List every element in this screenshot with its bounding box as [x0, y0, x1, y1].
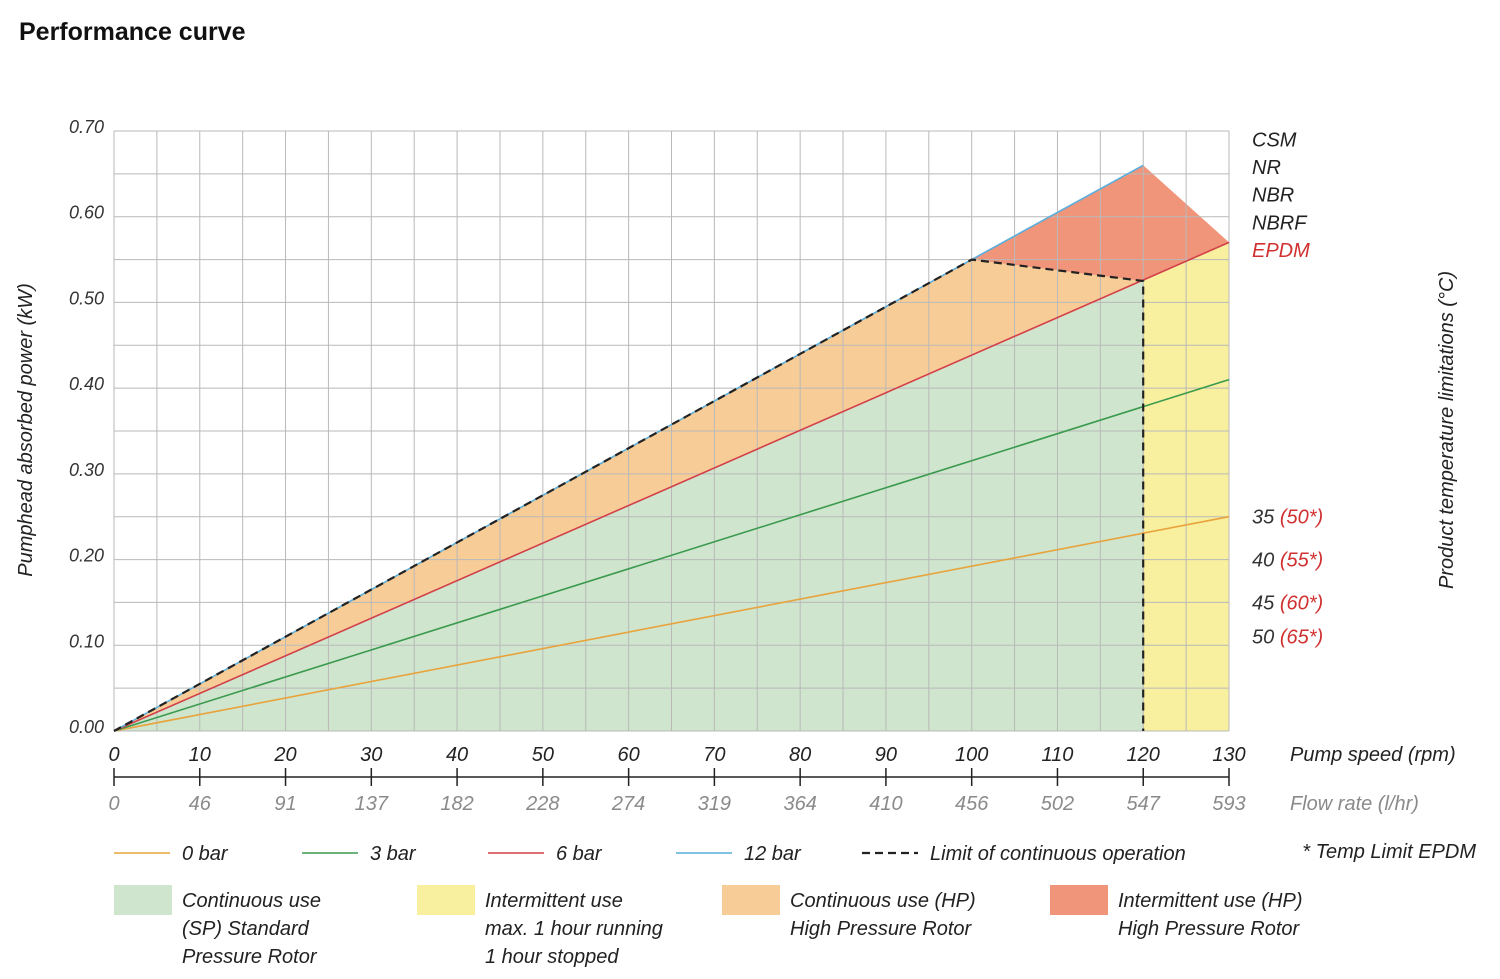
y-tick-label: 0.00: [69, 717, 104, 737]
flow-axis-label: Flow rate (l/hr): [1290, 793, 1419, 815]
material-labels: CSM NR NBR NBRF EPDM: [1252, 130, 1310, 263]
temperature-value: 35: [1252, 507, 1280, 529]
temperature-label: 40 (55*): [1252, 550, 1323, 572]
axis-titles: Pumphead absorbed power (kW) Product temp…: [15, 271, 1458, 589]
legend-line-label: 3 bar: [370, 843, 417, 865]
temperature-label: 35 (50*): [1252, 507, 1323, 529]
legend-line-label: 6 bar: [556, 843, 603, 865]
temperature-value: 45: [1252, 592, 1280, 614]
legend-line-label: 12 bar: [744, 843, 802, 865]
footnote-temp-limit-epdm: * Temp Limit EPDM: [1302, 841, 1476, 863]
temperature-label: 45 (60*): [1252, 592, 1323, 614]
flow-tick-label: 0: [108, 793, 119, 815]
legend-region-swatch: [417, 885, 475, 915]
flow-axis: 0 46 91 137 182 228 274 319 364 410 456 502 547 593 Fl…: [108, 768, 1419, 815]
x-axis-label: Pump speed (rpm): [1290, 744, 1456, 766]
legend-region-label: Continuous use: [182, 890, 321, 912]
series-line-6-bar: [113, 241, 1230, 732]
x-tick-label: 20: [273, 744, 296, 766]
x-tick-label: 40: [446, 744, 468, 766]
legend-region-label: Pressure Rotor: [182, 946, 318, 968]
temperature-epdm-value: (60*): [1280, 592, 1323, 614]
material-label: NBR: [1252, 184, 1294, 206]
y-tick-label: 0.40: [69, 374, 104, 394]
y-tick-label: 0.10: [69, 631, 104, 651]
x-tick-label: 10: [189, 744, 211, 766]
x-tick-label: 100: [955, 744, 988, 766]
y-tick-label: 0.20: [69, 546, 104, 566]
flow-tick-label: 274: [611, 793, 645, 815]
y-axis: 0.00 0.10 0.20 0.30 0.40 0.50 0.60 0.70: [69, 117, 104, 737]
temperature-epdm-value: (55*): [1280, 550, 1323, 572]
y-tick-label: 0.30: [69, 460, 104, 480]
x-tick-label: 60: [617, 744, 639, 766]
legend-region-label: Intermittent use: [485, 890, 623, 912]
flow-tick-label: 364: [783, 793, 816, 815]
temperature-value: 50: [1252, 627, 1280, 649]
series-line-0-bar: [113, 515, 1230, 732]
legend-region-label: Intermittent use (HP): [1118, 890, 1303, 912]
x-tick-label: 30: [360, 744, 382, 766]
temperature-labels: 35 (50*)40 (55*)45 (60*)50 (65*): [1252, 507, 1323, 649]
flow-tick-label: 502: [1041, 793, 1074, 815]
legend-region-swatch: [1050, 885, 1108, 915]
legend-region-swatch: [114, 885, 172, 915]
legend-region-swatch: [722, 885, 780, 915]
legend-region-label: Continuous use (HP): [790, 890, 976, 912]
material-label: NBRF: [1252, 213, 1308, 235]
x-tick-label: 0: [108, 744, 119, 766]
x-axis: 0 10 20 30 40 50 60 70 80 90 100 110 120 130 Pump spee…: [108, 744, 1455, 766]
material-label: CSM: [1252, 130, 1297, 152]
legend-region-label: 1 hour stopped: [485, 946, 619, 968]
temperature-epdm-value: (65*): [1280, 627, 1323, 649]
x-tick-label: 70: [703, 744, 725, 766]
x-tick-label: 110: [1042, 744, 1074, 766]
x-tick-label: 130: [1212, 744, 1245, 766]
material-label: EPDM: [1252, 240, 1310, 262]
legend-region-label: max. 1 hour running: [485, 918, 663, 940]
x-tick-label: 80: [789, 744, 811, 766]
y-axis-label: Pumphead absorbed power (kW): [15, 283, 37, 576]
flow-tick-label: 137: [355, 793, 389, 815]
flow-tick-label: 182: [440, 793, 473, 815]
temperature-value: 40: [1252, 550, 1280, 572]
y-tick-label: 0.50: [69, 288, 104, 308]
flow-tick-label: 91: [274, 793, 296, 815]
flow-tick-label: 456: [955, 793, 989, 815]
flow-tick-label: 410: [869, 793, 902, 815]
flow-tick-label: 593: [1212, 793, 1245, 815]
legend-line-label: 0 bar: [182, 843, 229, 865]
flow-tick-label: 228: [525, 793, 559, 815]
x-tick-label: 50: [532, 744, 554, 766]
temperature-label: 50 (65*): [1252, 627, 1323, 649]
y-tick-label: 0.70: [69, 117, 104, 137]
x-tick-label: 120: [1127, 744, 1160, 766]
legend: 0 bar 3 bar 6 bar 12 bar Limit of continuous…: [114, 841, 1476, 968]
chart-title: Performance curve: [19, 18, 246, 46]
legend-region-label: High Pressure Rotor: [1118, 918, 1301, 940]
flow-tick-label: 547: [1127, 793, 1161, 815]
flow-tick-label: 46: [189, 793, 212, 815]
chart-grid: [113, 130, 1230, 732]
x-tick-label: 90: [875, 744, 897, 766]
y-tick-label: 0.60: [69, 203, 104, 223]
series-line-3-bar: [113, 378, 1230, 732]
y2-axis-label: Product temperature limitations (°C): [1436, 271, 1458, 589]
legend-region-label: (SP) Standard: [182, 918, 310, 940]
temperature-epdm-value: (50*): [1280, 507, 1323, 529]
legend-line-label: Limit of continuous operation: [930, 843, 1186, 865]
legend-region-label: High Pressure Rotor: [790, 918, 973, 940]
flow-tick-label: 319: [698, 793, 731, 815]
material-label: NR: [1252, 157, 1281, 179]
